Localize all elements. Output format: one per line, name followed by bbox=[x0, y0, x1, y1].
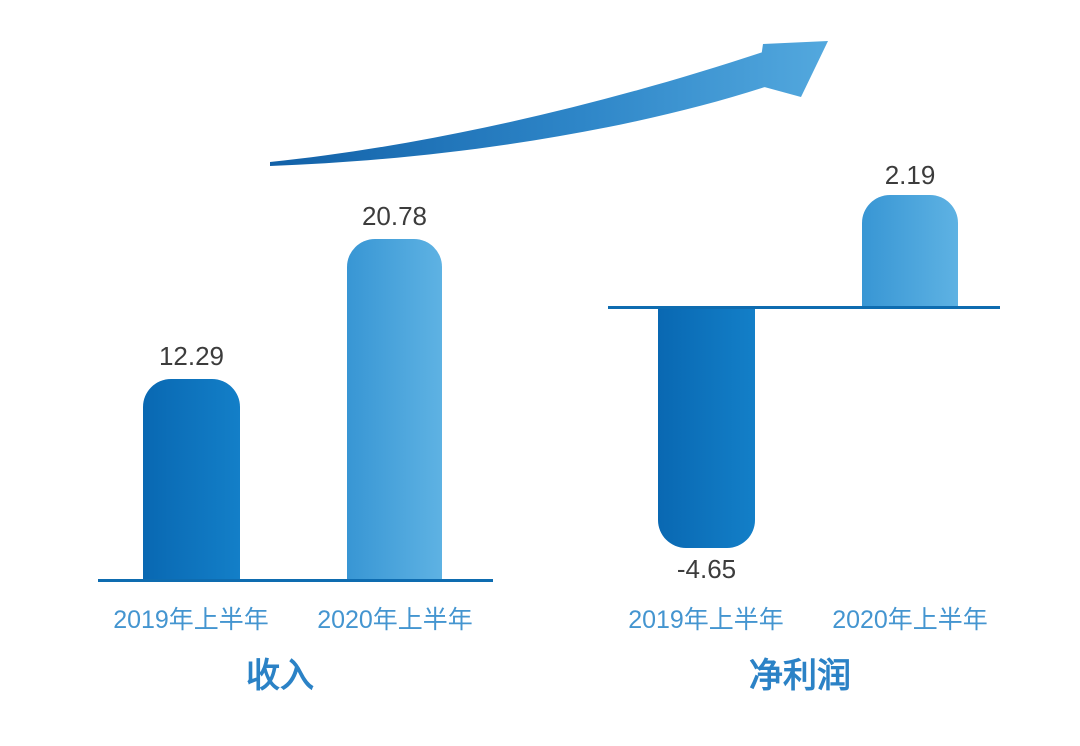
value-label-netprofit-2019: -4.65 bbox=[676, 554, 737, 584]
growth-arrow-icon bbox=[270, 41, 828, 166]
category-label-netprofit-2020: 2020年上半年 bbox=[832, 606, 988, 634]
bar-netprofit-2019 bbox=[658, 306, 755, 548]
chart-title-netprofit: 净利润 bbox=[749, 657, 851, 695]
value-label-revenue-2020: 20.78 bbox=[361, 201, 428, 231]
bar-netprofit-2020 bbox=[862, 195, 958, 309]
category-label-revenue-2019: 2019年上半年 bbox=[113, 606, 269, 634]
value-label-netprofit-2020: 2.19 bbox=[884, 160, 936, 190]
category-label-netprofit-2019: 2019年上半年 bbox=[628, 606, 784, 634]
chart-title-revenue: 收入 bbox=[246, 657, 314, 695]
bar-revenue-2020 bbox=[347, 239, 442, 582]
arrow-head bbox=[757, 41, 828, 97]
arrow-shaft bbox=[270, 52, 768, 166]
axis-baseline-netprofit bbox=[608, 306, 1000, 309]
value-label-revenue-2019: 12.29 bbox=[158, 341, 225, 371]
bar-revenue-2019 bbox=[143, 379, 240, 582]
axis-baseline-revenue bbox=[98, 579, 493, 582]
category-label-revenue-2020: 2020年上半年 bbox=[317, 606, 473, 634]
